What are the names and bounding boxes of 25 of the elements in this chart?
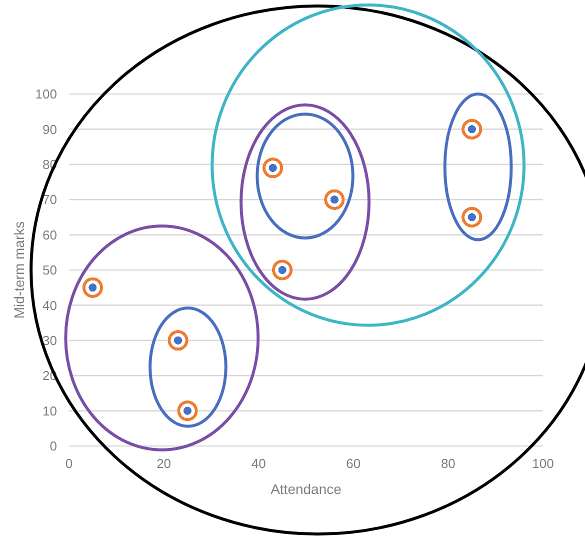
y-tick-label: 0 [50,438,57,454]
x-tick-label: 0 [65,456,73,471]
x-tick-label: 20 [156,456,172,471]
x-axis-title: Attendance [270,481,342,497]
y-tick-label: 40 [42,298,57,313]
y-tick-label: 60 [42,227,57,242]
y-tick-label: 50 [42,262,57,278]
point [460,118,483,140]
point [271,259,294,281]
x-tick-label: 80 [440,456,456,471]
y-tick-label: 10 [42,403,57,418]
point [82,276,104,299]
point [176,400,198,422]
y-axis-title: Mid-term marks [11,221,27,319]
point [167,329,190,352]
y-tick-label: 100 [35,86,57,102]
x-tick-label: 60 [346,456,361,471]
point [323,188,346,211]
x-tick-label: 100 [532,456,554,471]
y-tick-label: 70 [42,192,57,208]
x-tick-label: 40 [251,456,266,471]
point [262,156,284,179]
y-tick-label: 90 [42,122,57,137]
point [460,206,483,228]
y-tick-label: 30 [42,332,57,348]
